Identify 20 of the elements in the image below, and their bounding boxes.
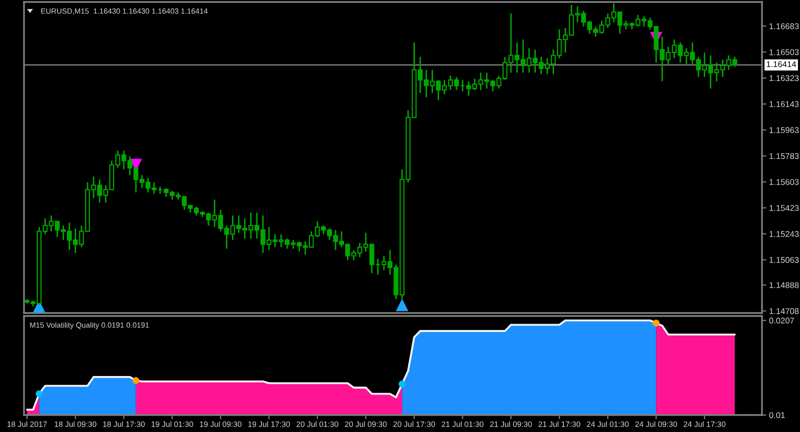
y-tick-label: 1.15963: [770, 127, 799, 134]
y-tick-label: 1.16683: [770, 23, 799, 30]
point: [398, 380, 406, 388]
y-tick-label: 1.15603: [770, 179, 799, 185]
point: [652, 320, 660, 326]
y-tick-label: 1.14708: [770, 308, 799, 314]
y-tick-label: 1.15423: [770, 205, 799, 211]
y-tick-label: 1.15063: [770, 256, 799, 263]
y-tick-label: 0.0207: [769, 318, 794, 324]
y-tick-label: 1.16143: [770, 101, 799, 108]
y-tick-label: 0.01: [769, 412, 785, 418]
y-tick-label: 1.15783: [770, 153, 799, 160]
y-tick-label: 1.16323: [770, 75, 799, 82]
point: [132, 377, 140, 384]
ref-line-label: 1.16414: [766, 61, 796, 68]
y-tick-label: 1.14888: [770, 282, 799, 288]
y-tick-label: 1.16503: [770, 49, 799, 56]
y-tick-label: 1.15243: [770, 231, 799, 237]
point: [396, 298, 408, 312]
point: [36, 390, 43, 398]
